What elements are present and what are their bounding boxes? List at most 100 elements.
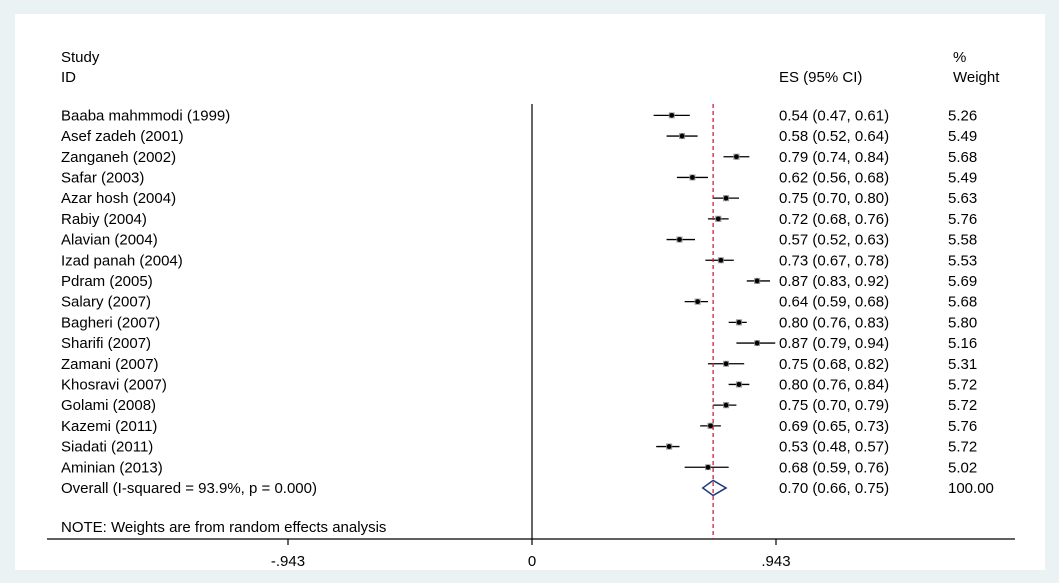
study-row: Aminian (2013) 0.68 (0.59, 0.76) 5.02 — [61, 459, 977, 476]
point-estimate — [723, 195, 729, 201]
ci-text: 0.54 (0.47, 0.61) — [779, 107, 889, 124]
study-label: Golami (2008) — [61, 397, 156, 414]
ci-text: 0.64 (0.59, 0.68) — [779, 294, 889, 311]
point-estimate — [723, 402, 729, 408]
ci-text: 0.80 (0.76, 0.84) — [779, 376, 889, 393]
study-label: Sharifi (2007) — [61, 335, 151, 352]
point-estimate — [736, 319, 742, 325]
point-estimate — [669, 112, 675, 118]
study-label: Pdram (2005) — [61, 273, 153, 290]
header-es-label: ES (95% CI) — [779, 69, 862, 86]
study-label: Azar hosh (2004) — [61, 190, 176, 207]
point-estimate — [718, 257, 724, 263]
weight-text: 5.31 — [948, 356, 977, 373]
study-label: Khosravi (2007) — [61, 376, 167, 393]
weight-text: 5.80 — [948, 314, 977, 331]
header-weight-label: Weight — [953, 69, 1000, 86]
study-row: Azar hosh (2004) 0.75 (0.70, 0.80) 5.63 — [61, 190, 977, 207]
point-estimate — [754, 340, 760, 346]
ci-text: 0.69 (0.65, 0.73) — [779, 418, 889, 435]
study-row: Asef zadeh (2001) 0.58 (0.52, 0.64) 5.49 — [61, 128, 977, 145]
ci-text: 0.62 (0.56, 0.68) — [779, 169, 889, 186]
note-text: NOTE: Weights are from random effects an… — [61, 519, 386, 536]
overall-label: Overall (I-squared = 93.9%, p = 0.000) — [61, 480, 317, 497]
study-label: Rabiy (2004) — [61, 211, 147, 228]
study-label: Izad panah (2004) — [61, 252, 183, 269]
point-estimate — [734, 154, 739, 160]
weight-text: 5.76 — [948, 418, 977, 435]
point-estimate — [677, 237, 682, 242]
weight-text: 5.02 — [948, 459, 977, 476]
point-estimate — [708, 423, 713, 429]
overall-row: Overall (I-squared = 93.9%, p = 0.000) 0.… — [61, 479, 994, 497]
header-study-label: Study — [61, 49, 100, 66]
study-row: Khosravi (2007) 0.80 (0.76, 0.84) 5.72 — [61, 376, 977, 393]
weight-text: 5.69 — [948, 273, 977, 290]
study-label: Alavian (2004) — [61, 232, 158, 249]
ci-text: 0.75 (0.70, 0.80) — [779, 190, 889, 207]
study-row: Sharifi (2007) 0.87 (0.79, 0.94) 5.16 — [61, 335, 977, 352]
ci-text: 0.57 (0.52, 0.63) — [779, 232, 889, 249]
forest-plot: Study ID ES (95% CI) % Weight Baaba mahm… — [47, 49, 1015, 570]
point-estimate — [754, 278, 760, 284]
overall-diamond — [701, 479, 728, 497]
study-label: Zamani (2007) — [61, 356, 159, 373]
ci-text: 0.87 (0.83, 0.92) — [779, 273, 889, 290]
study-row: Alavian (2004) 0.57 (0.52, 0.63) 5.58 — [61, 232, 977, 249]
header-weight-pct-label: % — [953, 49, 966, 66]
weight-text: 5.68 — [948, 294, 977, 311]
study-label: Baaba mahmmodi (1999) — [61, 107, 230, 124]
weight-text: 5.53 — [948, 252, 977, 269]
study-label: Siadati (2011) — [61, 439, 153, 456]
study-row: Izad panah (2004) 0.73 (0.67, 0.78) 5.53 — [61, 252, 977, 269]
weight-text: 5.72 — [948, 397, 977, 414]
point-estimate — [695, 299, 700, 305]
study-row: Zamani (2007) 0.75 (0.68, 0.82) 5.31 — [61, 356, 977, 373]
study-rows: Baaba mahmmodi (1999) 0.54 (0.47, 0.61) 5.… — [61, 107, 994, 497]
weight-text: 5.49 — [948, 169, 977, 186]
ci-text: 0.75 (0.68, 0.82) — [779, 356, 889, 373]
weight-text: 5.26 — [948, 107, 977, 124]
overall-ci-text: 0.70 (0.66, 0.75) — [779, 480, 889, 497]
weight-text: 5.76 — [948, 211, 977, 228]
weight-text: 5.16 — [948, 335, 977, 352]
study-label: Safar (2003) — [61, 169, 144, 186]
study-row: Zanganeh (2002) 0.79 (0.74, 0.84) 5.68 — [61, 149, 977, 166]
weight-text: 5.49 — [948, 128, 977, 145]
study-label: Zanganeh (2002) — [61, 149, 176, 166]
study-row: Siadati (2011) 0.53 (0.48, 0.57) 5.72 — [61, 439, 977, 456]
study-label: Salary (2007) — [61, 294, 151, 311]
ci-text: 0.80 (0.76, 0.83) — [779, 314, 889, 331]
study-row: Salary (2007) 0.64 (0.59, 0.68) 5.68 — [61, 294, 977, 311]
ci-text: 0.87 (0.79, 0.94) — [779, 335, 889, 352]
point-estimate — [690, 175, 695, 180]
header-id-label: ID — [61, 69, 76, 86]
plot-region: Study ID ES (95% CI) % Weight Baaba mahm… — [15, 14, 1045, 570]
weight-text: 5.72 — [948, 376, 977, 393]
study-label: Aminian (2013) — [61, 459, 163, 476]
weight-text: 5.72 — [948, 439, 977, 456]
point-estimate — [666, 444, 672, 449]
weight-text: 5.68 — [948, 149, 977, 166]
ci-text: 0.75 (0.70, 0.79) — [779, 397, 889, 414]
ci-text: 0.53 (0.48, 0.57) — [779, 439, 889, 456]
study-label: Asef zadeh (2001) — [61, 128, 184, 145]
ci-text: 0.58 (0.52, 0.64) — [779, 128, 889, 145]
ci-text: 0.73 (0.67, 0.78) — [779, 252, 889, 269]
study-row: Baaba mahmmodi (1999) 0.54 (0.47, 0.61) 5.… — [61, 107, 977, 124]
ci-text: 0.79 (0.74, 0.84) — [779, 149, 889, 166]
point-estimate — [723, 361, 729, 367]
ci-text: 0.72 (0.68, 0.76) — [779, 211, 889, 228]
ci-text: 0.68 (0.59, 0.76) — [779, 459, 889, 476]
study-label: Kazemi (2011) — [61, 418, 157, 435]
overall-weight-text: 100.00 — [948, 480, 994, 497]
x-tick-label: .943 — [761, 553, 790, 570]
point-estimate — [715, 216, 721, 222]
study-row: Rabiy (2004) 0.72 (0.68, 0.76) 5.76 — [61, 211, 977, 228]
weight-text: 5.58 — [948, 232, 977, 249]
study-row: Safar (2003) 0.62 (0.56, 0.68) 5.49 — [61, 169, 977, 186]
weight-text: 5.63 — [948, 190, 977, 207]
study-label: Bagheri (2007) — [61, 314, 160, 331]
x-tick-label: -.943 — [271, 553, 305, 570]
x-axis: -.943 0 .943 — [47, 538, 1015, 570]
